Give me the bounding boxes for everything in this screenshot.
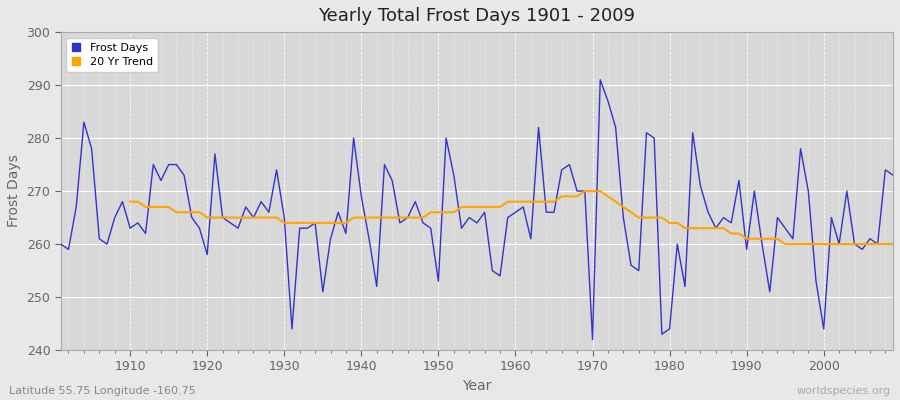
X-axis label: Year: Year [463,379,491,393]
Legend: Frost Days, 20 Yr Trend: Frost Days, 20 Yr Trend [67,38,158,72]
Text: worldspecies.org: worldspecies.org [796,386,891,396]
Y-axis label: Frost Days: Frost Days [7,155,21,228]
Text: Latitude 55.75 Longitude -160.75: Latitude 55.75 Longitude -160.75 [9,386,196,396]
Title: Yearly Total Frost Days 1901 - 2009: Yearly Total Frost Days 1901 - 2009 [319,7,635,25]
